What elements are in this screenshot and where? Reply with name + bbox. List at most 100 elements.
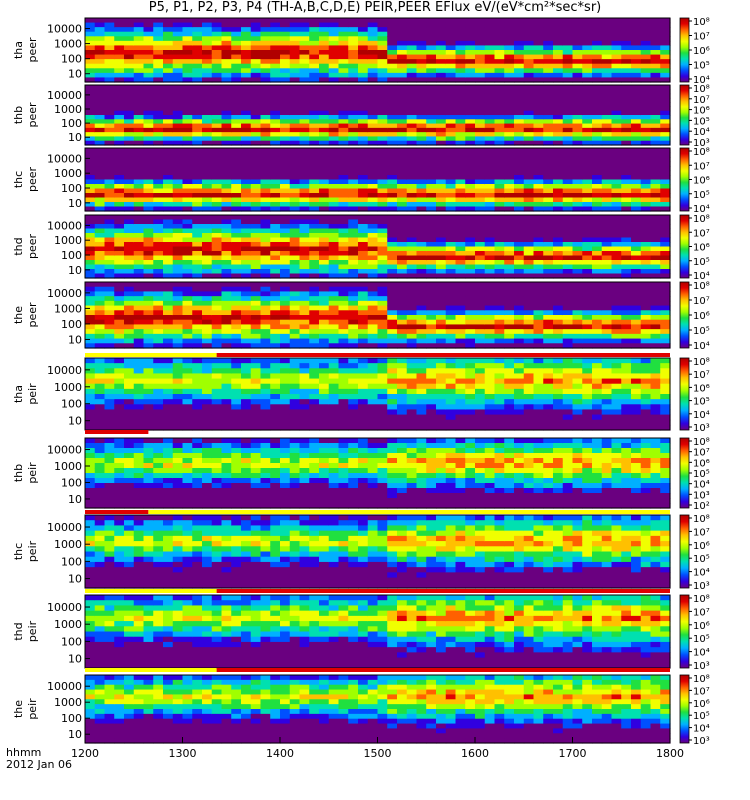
spectrogram-cell (221, 106, 232, 112)
spectrogram-cell (133, 175, 145, 181)
spectrogram-cell (104, 260, 115, 266)
spectrogram-cell (250, 148, 262, 154)
spectrogram-cell (192, 97, 203, 103)
spectrogram-cell (484, 399, 496, 405)
spectrogram-cell (124, 343, 135, 349)
spectrogram-cell (455, 45, 466, 51)
spectrogram-cell (475, 31, 486, 37)
spectrogram-cell (182, 77, 193, 83)
spectrogram-cell (416, 54, 427, 60)
spectrogram-cell (406, 343, 418, 349)
spectrogram-cell (124, 59, 135, 65)
spectrogram-cell (562, 315, 574, 321)
spectrogram-cell (543, 242, 554, 248)
spectrogram-cell (319, 260, 330, 266)
spectrogram-cell (172, 40, 184, 47)
spectrogram-cell (250, 296, 262, 302)
spectrogram-cell (172, 409, 184, 416)
spectrogram-cell (504, 358, 515, 364)
spectrogram-cell (85, 45, 96, 51)
spectrogram-cell (202, 424, 213, 431)
spectrogram-cell (533, 18, 544, 24)
spectrogram-cell (631, 170, 642, 176)
spectrogram-cell (397, 296, 408, 302)
spectrogram-cell (319, 255, 330, 261)
spectrogram-cell (650, 188, 661, 194)
spectrogram-cell (426, 399, 437, 405)
spectrogram-cell (494, 315, 505, 321)
spectrogram-cell (124, 219, 135, 225)
spectrogram-cell (367, 373, 379, 380)
spectrogram-cell (377, 255, 388, 261)
spectrogram-cell (650, 123, 661, 129)
spectrogram-cell (631, 148, 642, 154)
spectrogram-cell (543, 31, 554, 37)
spectrogram-cell (523, 255, 535, 261)
spectrogram-cell (309, 127, 320, 133)
spectrogram-cell (211, 36, 223, 42)
spectrogram-cell (660, 310, 671, 316)
spectrogram-cell (514, 363, 525, 369)
spectrogram-cell (416, 368, 427, 375)
spectrogram-cell (504, 264, 515, 270)
spectrogram-cell (163, 273, 174, 279)
spectrogram-cell (328, 36, 340, 42)
spectrogram-cell (348, 136, 359, 142)
spectrogram-cell (211, 264, 223, 270)
spectrogram-cell (660, 315, 671, 321)
spectrogram-cell (367, 399, 379, 405)
spectrogram-cell (660, 197, 671, 203)
spectrogram-cell (280, 179, 291, 185)
spectrogram-cell (280, 63, 291, 69)
spectrogram-cell (309, 404, 320, 411)
spectrogram-cell (299, 175, 310, 181)
spectrogram-cell (406, 264, 418, 270)
spectrogram-cell (309, 59, 320, 65)
spectrogram-cell (94, 388, 106, 395)
spectrogram-cell (153, 148, 164, 154)
spectrogram-cell (270, 188, 281, 194)
spectrogram-cell (484, 161, 496, 167)
spectrogram-cell (143, 161, 154, 167)
spectrogram-cell (475, 300, 486, 307)
spectrogram-cell (192, 152, 203, 158)
spectrogram-cell (192, 140, 203, 146)
spectrogram-cell (163, 63, 174, 69)
spectrogram-cell (406, 206, 418, 212)
spectrogram-cell (582, 115, 593, 120)
spectrogram-cell (377, 269, 388, 275)
spectrogram-cell (182, 419, 193, 426)
spectrogram-cell (153, 140, 164, 146)
spectrogram-cell (523, 59, 535, 65)
spectrogram-cell (631, 27, 642, 33)
spectrogram-cell (231, 404, 242, 411)
spectrogram-cell (163, 22, 174, 28)
spectrogram-cell (504, 127, 515, 133)
spectrogram-cell (348, 102, 359, 108)
spectrogram-cell (377, 197, 388, 203)
spectrogram-cell (114, 202, 125, 208)
spectrogram-cell (611, 102, 622, 108)
spectrogram-cell (280, 368, 291, 375)
spectrogram-cell (85, 338, 96, 344)
spectrogram-cell (397, 54, 408, 60)
spectrogram-cell (202, 89, 213, 95)
spectrogram-cell (484, 324, 496, 330)
spectrogram-cell (289, 228, 301, 234)
spectrogram-cell (367, 45, 379, 51)
spectrogram-cell (465, 409, 476, 416)
spectrogram-cell (104, 161, 115, 167)
spectrogram-cell (475, 343, 486, 349)
spectrogram-cell (143, 72, 154, 79)
spectrogram-cell (553, 31, 564, 37)
spectrogram-cell (416, 89, 427, 95)
spectrogram-cell (494, 286, 505, 293)
spectrogram-cell (250, 228, 262, 234)
spectrogram-cell (445, 110, 457, 116)
spectrogram-cell (338, 333, 349, 340)
spectrogram-cell (387, 404, 398, 411)
spectrogram-cell (660, 50, 671, 56)
spectrogram-cell (153, 93, 164, 99)
spectrogram-cell (153, 161, 164, 167)
spectrogram-cell (494, 305, 505, 311)
